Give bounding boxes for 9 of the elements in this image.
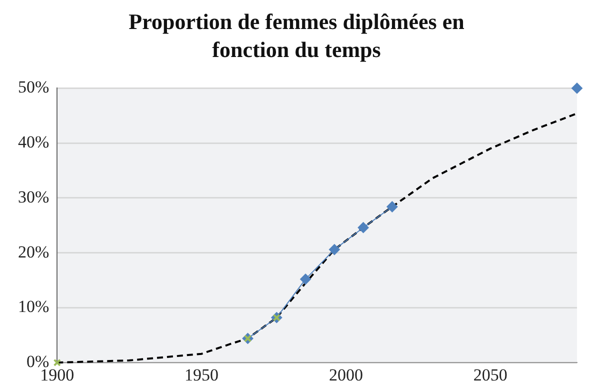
y-tick-label: 10% bbox=[18, 297, 50, 316]
x-tick-label: 2000 bbox=[328, 365, 363, 384]
x-tick-label: 1950 bbox=[184, 365, 219, 384]
y-tick-label: 30% bbox=[18, 187, 50, 206]
x-tick-label: 2050 bbox=[473, 365, 508, 384]
y-tick-label: 20% bbox=[18, 242, 50, 262]
y-tick-label: 40% bbox=[18, 132, 50, 152]
y-tick-label: 50% bbox=[18, 78, 50, 97]
chart-title: Proportion de femmes diplômées en fonction du temps bbox=[128, 8, 466, 64]
